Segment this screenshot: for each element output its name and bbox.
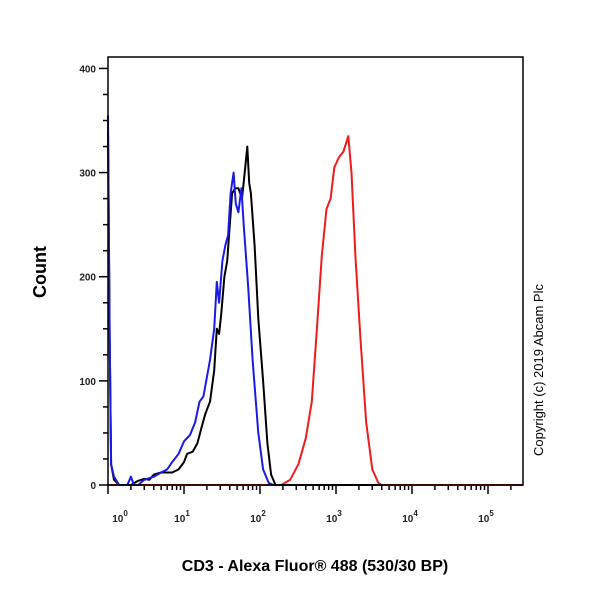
x-tick-label: 102 bbox=[250, 509, 266, 525]
plot-frame bbox=[107, 56, 524, 486]
y-axis-label: Count bbox=[30, 246, 50, 298]
histogram-series-2 bbox=[107, 115, 274, 486]
x-tick-label: 100 bbox=[112, 509, 128, 525]
copyright-annotation: Copyright (c) 2019 Abcam Plc bbox=[531, 284, 546, 456]
x-tick-label: 105 bbox=[478, 509, 494, 525]
y-tick-label: 200 bbox=[79, 273, 96, 284]
y-tick-label: 400 bbox=[79, 64, 96, 75]
histogram-series-1 bbox=[107, 130, 382, 486]
x-tick-label: 103 bbox=[326, 509, 342, 525]
x-tick-label: 104 bbox=[402, 509, 418, 525]
histogram-series-0 bbox=[108, 135, 524, 486]
x-tick-label: 101 bbox=[174, 509, 190, 525]
y-tick-label: 100 bbox=[79, 377, 96, 388]
y-tick-label: 300 bbox=[79, 169, 96, 180]
y-tick-label: 0 bbox=[90, 481, 96, 492]
x-axis-label: CD3 - Alexa Fluor® 488 (530/30 BP) bbox=[182, 558, 448, 575]
